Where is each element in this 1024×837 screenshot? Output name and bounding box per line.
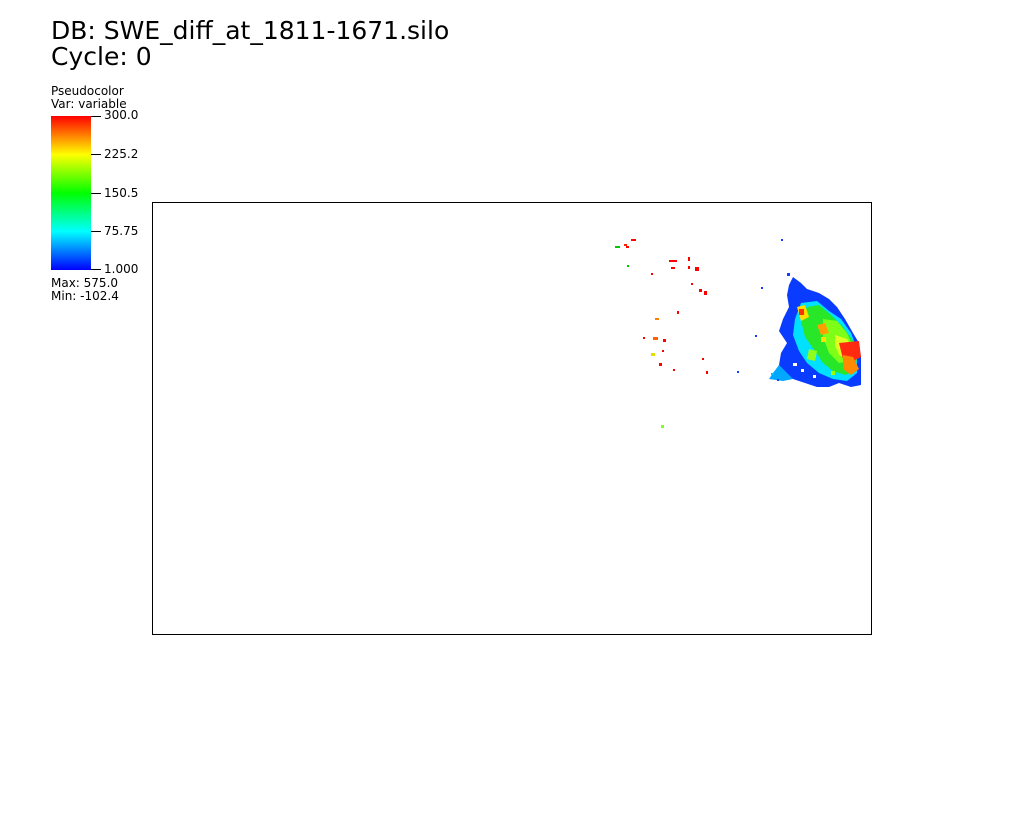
pseudocolor-map [615, 239, 861, 428]
colorbar-tick [91, 116, 101, 117]
colorbar-tick [91, 193, 101, 194]
colorbar-tick-label: 75.75 [104, 224, 139, 238]
plot-viewport[interactable] [152, 202, 872, 635]
database-title: DB: SWE_diff_at_1811-1671.silo [51, 16, 450, 45]
legend-variable-label: Var: variable [51, 97, 127, 111]
legend-plot-type: Pseudocolor [51, 84, 124, 98]
swe-field-main [737, 239, 861, 387]
colorbar [51, 116, 91, 270]
legend-min-value: Min: -102.4 [51, 289, 119, 303]
colorbar-tick-label-min: 1.000 [104, 262, 139, 276]
colorbar-tick [91, 269, 101, 270]
colorbar-tick [91, 154, 101, 155]
colorbar-tick-label-max: 300.0 [104, 108, 139, 122]
colorbar-tick-label: 225.2 [104, 147, 139, 161]
colorbar-tick [91, 231, 101, 232]
colorbar-tick-label: 150.5 [104, 186, 139, 200]
cycle-label: Cycle: 0 [51, 42, 152, 71]
legend-max-value: Max: 575.0 [51, 276, 119, 290]
swe-scattered-cells [615, 239, 708, 428]
